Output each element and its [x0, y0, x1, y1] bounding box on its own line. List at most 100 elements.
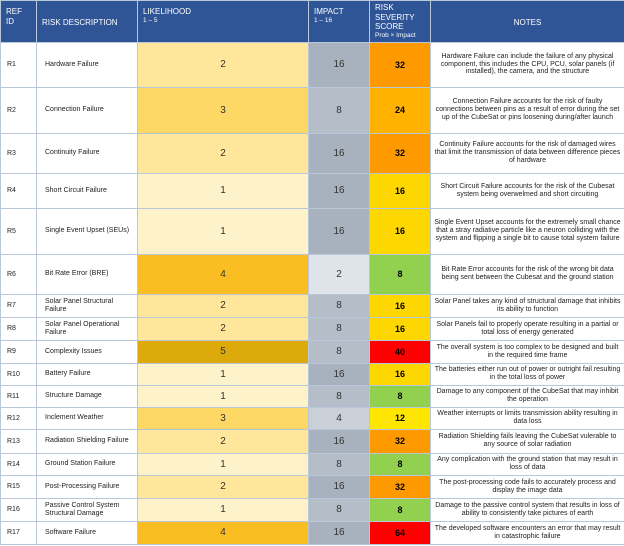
impact-cell: 16: [308, 428, 370, 454]
likelihood-title: LIKELIHOOD: [143, 7, 192, 16]
ref-id-cell: R4: [0, 172, 37, 209]
notes-cell: Any complication with the ground station…: [430, 452, 624, 476]
ref-id-cell: R9: [0, 339, 37, 364]
table-row: R17 Software Failure 4 16 64 The developed so…: [0, 520, 624, 545]
impact-cell: 16: [308, 207, 370, 255]
severity-score-cell: 16: [369, 293, 431, 318]
notes-cell: Solar Panels fail to properly operate re…: [430, 316, 624, 341]
notes-cell: Weather interrupts or limits transmissio…: [430, 406, 624, 430]
likelihood-cell: 1: [137, 384, 309, 408]
likelihood-cell: 2: [137, 293, 309, 318]
table-row: R2 Connection Failure 3 8 24 Connection Failu…: [0, 86, 624, 134]
notes-cell: The batteries either run out of power or…: [430, 362, 624, 386]
risk-description-cell: Short Circuit Failure: [36, 172, 138, 209]
table-row: R7 Solar Panel Structural Failure 2 8 16 Sola…: [0, 293, 624, 318]
risk-description-cell: Single Event Upset (SEUs): [36, 207, 138, 255]
likelihood-range: 1 – 5: [143, 16, 158, 24]
likelihood-cell: 4: [137, 520, 309, 545]
ref-id-cell: R17: [0, 520, 37, 545]
table-row: R14 Ground Station Failure 1 8 8 Any complica…: [0, 452, 624, 476]
severity-score-cell: 16: [369, 362, 431, 386]
risk-description-cell: Connection Failure: [36, 86, 138, 134]
severity-score-cell: 16: [369, 172, 431, 209]
notes-cell: Damage to any component of the CubeSat t…: [430, 384, 624, 408]
header-ref-id: REF ID: [0, 0, 37, 43]
table-row: R5 Single Event Upset (SEUs) 1 16 16 Single E…: [0, 207, 624, 255]
likelihood-cell: 3: [137, 406, 309, 430]
risk-description-cell: Solar Panel Operational Failure: [36, 316, 138, 341]
table-row: R13 Radiation Shielding Failure 2 16 32 Radia…: [0, 428, 624, 454]
notes-cell: Solar Panel takes any kind of structural…: [430, 293, 624, 318]
ref-id-cell: R12: [0, 406, 37, 430]
risk-description-cell: Post-Processing Failure: [36, 474, 138, 499]
severity-score-cell: 32: [369, 428, 431, 454]
severity-score-cell: 16: [369, 207, 431, 255]
impact-cell: 16: [308, 132, 370, 174]
likelihood-cell: 1: [137, 172, 309, 209]
ref-id-cell: R13: [0, 428, 37, 454]
ref-id-cell: R11: [0, 384, 37, 408]
impact-cell: 16: [308, 172, 370, 209]
likelihood-cell: 4: [137, 253, 309, 295]
severity-score-cell: 64: [369, 520, 431, 545]
likelihood-cell: 1: [137, 362, 309, 386]
likelihood-cell: 5: [137, 339, 309, 364]
table-row: R12 Inclement Weather 3 4 12 Weather interrup…: [0, 406, 624, 430]
severity-score-cell: 16: [369, 316, 431, 341]
table-row: R8 Solar Panel Operational Failure 2 8 16 Sol…: [0, 316, 624, 341]
header-impact: IMPACT 1 – 16: [308, 0, 370, 43]
risk-description-cell: Bit Rate Error (BRE): [36, 253, 138, 295]
likelihood-cell: 1: [137, 452, 309, 476]
header-severity: RISK SEVERITY SCORE Prob × Impact: [369, 0, 431, 43]
impact-range: 1 – 16: [314, 16, 333, 24]
impact-cell: 8: [308, 86, 370, 134]
risk-description-cell: Radiation Shielding Failure: [36, 428, 138, 454]
notes-cell: The developed software encounters an err…: [430, 520, 624, 545]
severity-score-cell: 8: [369, 452, 431, 476]
ref-id-cell: R15: [0, 474, 37, 499]
ref-id-cell: R7: [0, 293, 37, 318]
table-row: R3 Continuity Failure 2 16 32 Continuity Fail…: [0, 132, 624, 174]
notes-cell: Continuity Failure accounts for the risk…: [430, 132, 624, 174]
risk-description-cell: Solar Panel Structural Failure: [36, 293, 138, 318]
table-row: R4 Short Circuit Failure 1 16 16 Short Circui…: [0, 172, 624, 209]
risk-description-cell: Ground Station Failure: [36, 452, 138, 476]
impact-title: IMPACT: [314, 7, 344, 16]
ref-id-cell: R16: [0, 497, 37, 522]
header-notes: NOTES: [430, 0, 624, 43]
severity-score-cell: 32: [369, 132, 431, 174]
header-likelihood: LIKELIHOOD 1 – 5: [137, 0, 309, 43]
severity-score-cell: 40: [369, 339, 431, 364]
impact-cell: 8: [308, 293, 370, 318]
impact-cell: 8: [308, 452, 370, 476]
header-risk-description: RISK DESCRIPTION: [36, 0, 138, 43]
table-row: R9 Complexity Issues 5 8 40 The overall syste…: [0, 339, 624, 364]
impact-cell: 16: [308, 362, 370, 386]
risk-description-cell: Battery Failure: [36, 362, 138, 386]
ref-id-cell: R10: [0, 362, 37, 386]
notes-cell: Hardware Failure can include the failure…: [430, 41, 624, 88]
severity-score-cell: 8: [369, 384, 431, 408]
header-row: REF ID RISK DESCRIPTION LIKELIHOOD 1 – 5…: [0, 0, 624, 43]
ref-id-cell: R2: [0, 86, 37, 134]
table-row: R1 Hardware Failure 2 16 32 Hardware Failure …: [0, 41, 624, 88]
ref-id-cell: R3: [0, 132, 37, 174]
severity-score-cell: 12: [369, 406, 431, 430]
severity-score-cell: 8: [369, 497, 431, 522]
notes-cell: Single Event Upset accounts for the extr…: [430, 207, 624, 255]
table-row: R10 Battery Failure 1 16 16 The batteries eit…: [0, 362, 624, 386]
ref-id-cell: R6: [0, 253, 37, 295]
notes-cell: The overall system is too complex to be …: [430, 339, 624, 364]
impact-cell: 16: [308, 520, 370, 545]
table-row: R6 Bit Rate Error (BRE) 4 2 8 Bit Rate Error …: [0, 253, 624, 295]
risk-description-cell: Complexity Issues: [36, 339, 138, 364]
risk-rows: R1 Hardware Failure 2 16 32 Hardware Failure …: [0, 41, 624, 545]
table-row: R11 Structure Damage 1 8 8 Damage to any comp…: [0, 384, 624, 408]
impact-cell: 8: [308, 384, 370, 408]
notes-cell: Short Circuit Failure accounts for the r…: [430, 172, 624, 209]
notes-cell: The post-processing code fails to accura…: [430, 474, 624, 499]
severity-score-cell: 32: [369, 474, 431, 499]
likelihood-cell: 2: [137, 41, 309, 88]
risk-description-cell: Structure Damage: [36, 384, 138, 408]
